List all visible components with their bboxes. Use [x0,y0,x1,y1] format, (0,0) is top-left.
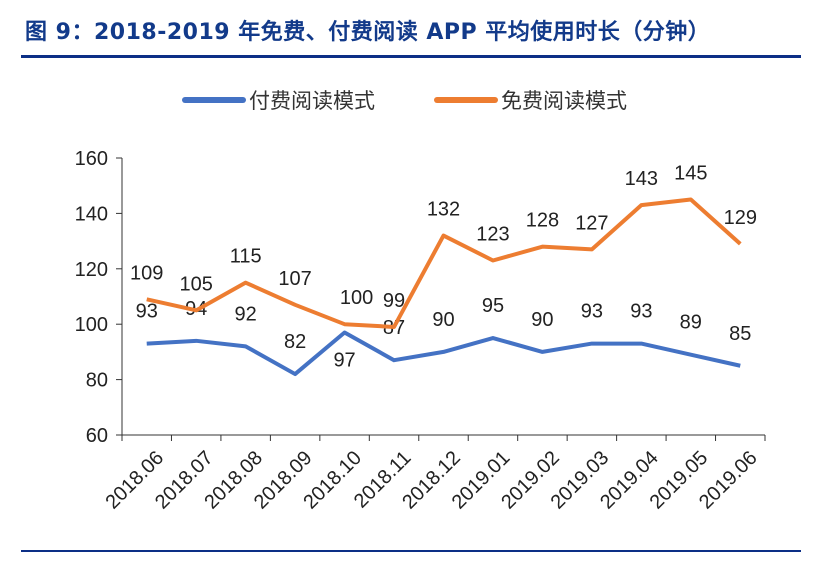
data-label: 93 [581,301,603,323]
data-label: 100 [340,287,373,309]
data-label: 82 [284,331,306,353]
data-label: 97 [333,350,355,372]
data-label: 127 [575,212,608,234]
data-label: 132 [427,199,460,221]
series-line-paid [146,330,741,377]
y-tick-label: 60 [86,425,108,447]
y-tick-label: 120 [75,259,108,281]
title-divider [21,55,801,58]
legend-label: 免费阅读模式 [501,89,627,113]
data-label: 145 [674,163,707,185]
bottom-divider [21,550,801,552]
y-tick-label: 140 [75,203,108,225]
data-label: 93 [630,301,652,323]
data-label: 109 [130,262,163,284]
data-label: 107 [278,268,311,290]
data-label: 143 [625,168,658,190]
data-label: 115 [230,246,262,268]
data-label: 90 [531,309,553,331]
legend-label: 付费阅读模式 [249,89,375,113]
y-tick-label: 100 [75,314,108,336]
y-tick-label: 160 [75,148,108,170]
y-tick-label: 80 [86,370,108,392]
data-label: 95 [482,295,504,317]
data-label: 129 [724,207,757,229]
data-label: 105 [180,273,213,295]
chart-title: 图 9：2018-2019 年免费、付费阅读 APP 平均使用时长（分钟） [25,20,711,45]
data-label: 123 [476,223,509,245]
data-label: 93 [136,301,158,323]
data-label: 99 [383,290,405,312]
data-label: 128 [526,210,559,232]
data-label: 92 [235,303,257,325]
data-label: 89 [680,312,702,334]
data-label: 90 [432,309,454,331]
data-label: 85 [729,323,751,345]
series-line-free [146,197,742,329]
